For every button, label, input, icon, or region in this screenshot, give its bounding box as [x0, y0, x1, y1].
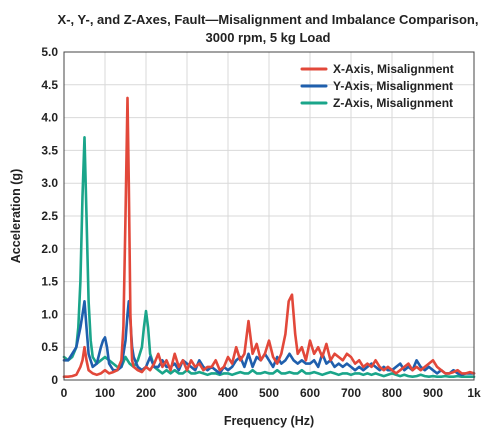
- chart-title-line-2: 3000 rpm, 5 kg Load: [206, 30, 331, 45]
- chart-title: X-, Y-, and Z-Axes, Fault—Misalignment a…: [58, 12, 479, 45]
- x-tick-label: 300: [177, 386, 197, 400]
- y-tick-label: 0.5: [41, 340, 58, 354]
- x-tick-label: 200: [136, 386, 156, 400]
- x-tick-label: 700: [341, 386, 361, 400]
- x-tick-labels: 0 100 200 300 400 500 600 700 800 900 1k: [61, 386, 481, 400]
- y-tick-label: 1.0: [41, 307, 58, 321]
- y-tick-label: 4.5: [41, 78, 58, 92]
- y-tick-label: 1.5: [41, 275, 58, 289]
- chart-title-line-1: X-, Y-, and Z-Axes, Fault—Misalignment a…: [58, 12, 479, 27]
- legend-label: X-Axis, Misalignment: [333, 62, 454, 76]
- series-line-x-axis: [62, 96, 476, 379]
- y-tick-label: 3.5: [41, 143, 58, 157]
- series-lines: [62, 96, 476, 379]
- y-tick-label: 2.0: [41, 242, 58, 256]
- y-tick-label: 5.0: [41, 45, 58, 59]
- legend-label: Y-Axis, Misalignment: [333, 79, 453, 93]
- series-line-y-axis: [62, 299, 476, 377]
- x-tick-label: 800: [382, 386, 402, 400]
- y-axis-label: Acceleration (g): [9, 169, 23, 263]
- y-tick-label: 0: [51, 373, 58, 387]
- x-axis-label: Frequency (Hz): [224, 414, 314, 428]
- x-tick-label: 100: [95, 386, 115, 400]
- x-tick-label: 600: [300, 386, 320, 400]
- legend-label: Z-Axis, Misalignment: [333, 96, 453, 110]
- x-tick-label: 400: [218, 386, 238, 400]
- x-tick-label: 500: [259, 386, 279, 400]
- y-tick-label: 4.0: [41, 111, 58, 125]
- x-tick-label: 1k: [467, 386, 481, 400]
- x-tick-label: 0: [61, 386, 68, 400]
- x-tick-label: 900: [423, 386, 443, 400]
- y-tick-label: 2.5: [41, 209, 58, 223]
- plot-frame: [63, 51, 475, 381]
- legend: X-Axis, Misalignment Y-Axis, Misalignment…: [300, 62, 454, 110]
- y-tick-label: 3.0: [41, 176, 58, 190]
- y-tick-labels: 0 0.5 1.0 1.5 2.0 2.5 3.0 3.5 4.0 4.5 5.0: [41, 45, 58, 387]
